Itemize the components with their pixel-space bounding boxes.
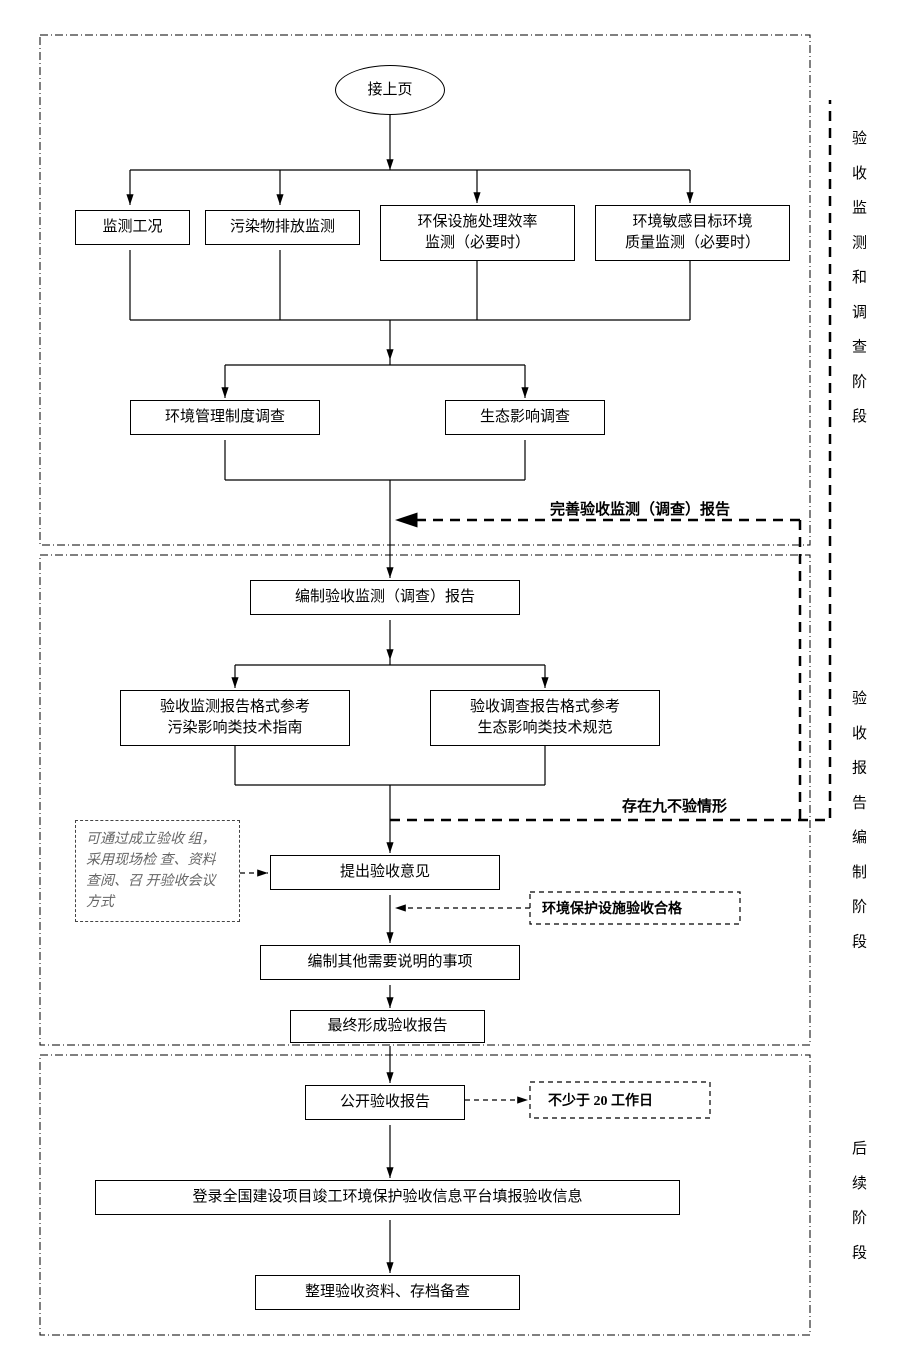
- node-n13: 公开验收报告: [305, 1085, 465, 1120]
- phase2-label: 验 收 报 告 编 制 阶 段: [848, 690, 869, 956]
- node-n2: 污染物排放监测: [205, 210, 360, 245]
- node-n15: 整理验收资料、存档备查: [255, 1275, 520, 1310]
- node-n11: 编制其他需要说明的事项: [260, 945, 520, 980]
- annotation-a1: 完善验收监测（调查）报告: [550, 498, 730, 519]
- node-start: 接上页: [335, 65, 445, 115]
- annotation-a2: 存在九不验情形: [622, 795, 727, 816]
- node-n8: 验收监测报告格式参考 污染影响类技术指南: [120, 690, 350, 746]
- node-n5: 环境管理制度调查: [130, 400, 320, 435]
- node-n10: 提出验收意见: [270, 855, 500, 890]
- node-n14: 登录全国建设项目竣工环境保护验收信息平台填报验收信息: [95, 1180, 680, 1215]
- node-n4: 环境敏感目标环境 质量监测（必要时）: [595, 205, 790, 261]
- annotation-a4: 不少于 20 工作日: [548, 1090, 653, 1110]
- node-n9: 验收调查报告格式参考 生态影响类技术规范: [430, 690, 660, 746]
- node-n12: 最终形成验收报告: [290, 1010, 485, 1043]
- phase3-label: 后 续 阶 段: [848, 1140, 869, 1267]
- node-n3: 环保设施处理效率 监测（必要时）: [380, 205, 575, 261]
- node-n7: 编制验收监测（调查）报告: [250, 580, 520, 615]
- phase1-border: [40, 35, 810, 545]
- phase1-label: 验 收 监 测 和 调 查 阶 段: [848, 130, 869, 431]
- node-n1: 监测工况: [75, 210, 190, 245]
- note1: 可通过成立验收 组，采用现场检 查、资料查阅、召 开验收会议方式: [75, 820, 240, 922]
- annotation-a3: 环境保护设施验收合格: [542, 898, 682, 918]
- node-n6: 生态影响调查: [445, 400, 605, 435]
